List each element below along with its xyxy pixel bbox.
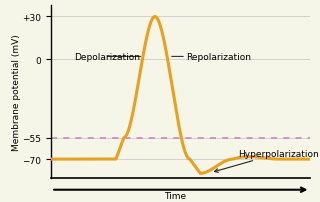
Text: Repolarization: Repolarization <box>172 53 251 62</box>
Text: Hyperpolarization: Hyperpolarization <box>214 149 319 173</box>
Text: Depolarization: Depolarization <box>75 53 140 62</box>
Text: Time: Time <box>164 191 187 200</box>
Y-axis label: Membrane potential (mV): Membrane potential (mV) <box>12 34 21 150</box>
